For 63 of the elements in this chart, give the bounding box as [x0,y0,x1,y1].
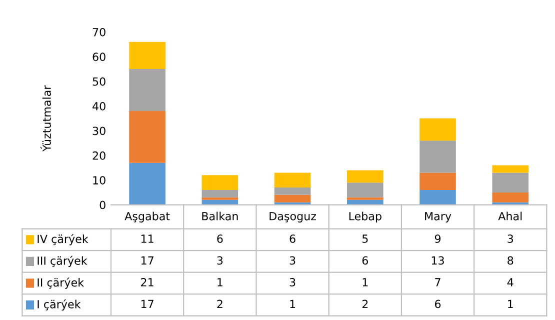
y-axis-title: Ýüztutmalar [40,85,51,152]
x-tick-label: Aşgabat [124,212,170,222]
data-label: 3 [508,234,514,243]
bar [420,190,456,205]
y-tick-label: 70 [92,28,106,36]
data-label: 6 [290,234,296,243]
x-tick-label: Daşoguz [270,212,316,222]
y-tick-label: 20 [92,151,106,160]
y-tick-label: 40 [92,102,106,110]
bar [202,175,238,190]
y-tick-label: 30 [92,126,106,136]
data-label: 2 [217,300,222,308]
y-tick-label: 60 [92,52,106,62]
data-label: 11 [141,234,154,243]
y-tick-label: 0 [100,200,106,210]
data-label: 3 [217,256,223,265]
data-label: 4 [507,278,514,286]
bar [346,197,384,200]
bar [129,162,166,205]
bar [274,188,311,195]
data-label: 9 [434,234,441,243]
bar [202,197,238,200]
legend-label: II çärýek [38,278,84,289]
data-label: 6 [217,234,223,243]
bar [129,69,166,111]
data-label: 17 [141,256,154,265]
bar [492,172,529,192]
data-label: 2 [362,300,368,308]
y-tick-label: 50 [92,77,106,86]
bar [129,110,166,163]
bar [202,190,238,198]
bar [346,170,384,183]
x-tick-label: Mary [425,212,452,222]
data-label: 21 [141,278,154,286]
legend-label: IV çärýek [38,234,88,246]
data-label: 1 [362,278,368,286]
x-tick-label: Balkan [202,212,238,220]
data-label: 3 [290,278,296,286]
data-label: 6 [435,300,441,308]
bar [129,42,166,70]
bar [420,172,456,190]
bar [346,182,384,198]
x-tick-label: Ahal [498,212,522,220]
bar [492,192,529,202]
bar [420,140,456,173]
bar [274,172,311,188]
data-label: 7 [435,278,440,286]
bar [274,194,311,202]
data-label: 5 [362,234,368,243]
y-tick-label: 10 [93,176,106,184]
data-label: 13 [432,256,444,265]
bar [420,118,456,141]
data-label: 1 [290,300,296,308]
data-label: 1 [508,300,513,308]
data-label: 6 [362,256,368,265]
data-label: 3 [290,256,296,265]
legend-label: III çärýek [38,256,88,268]
bar [492,165,529,173]
legend-label: I çärýek [38,299,81,311]
data-label: 1 [218,278,222,286]
x-tick-label: Lebap [349,212,382,222]
data-label: 8 [508,256,514,265]
data-label: 17 [141,300,154,308]
